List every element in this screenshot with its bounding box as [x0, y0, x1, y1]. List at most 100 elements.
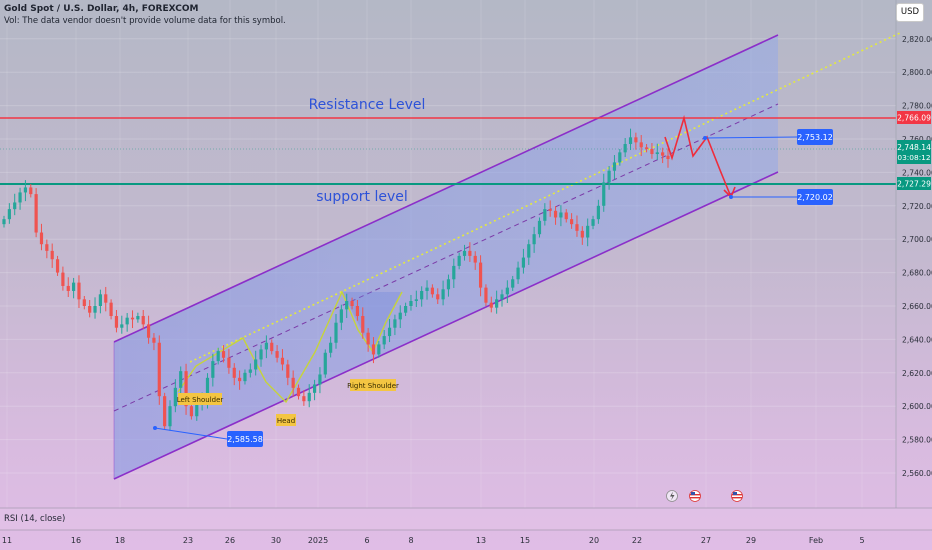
symbol-title: Gold Spot / U.S. Dollar, 4h, FOREXCOM — [4, 4, 199, 14]
x-tick-label: 15 — [520, 536, 530, 545]
candle-body — [644, 147, 649, 150]
candle-body — [238, 377, 242, 382]
candle-body — [55, 259, 60, 273]
candle-body — [312, 384, 317, 393]
resistance-price-text: 2,766.09 — [897, 114, 931, 123]
candle-body — [205, 377, 210, 402]
candle-body — [146, 324, 151, 338]
candle-body — [628, 137, 633, 145]
x-tick-label: 26 — [225, 536, 235, 545]
candle-body — [280, 357, 285, 365]
candle-body — [264, 342, 268, 350]
x-tick-label: 18 — [115, 536, 125, 545]
event-icon-us-flag[interactable] — [689, 490, 701, 502]
time-axis[interactable]: 11 16 18 23 26 30 2025 6 8 13 15 20 22 27 29 Feb 5 — [2, 536, 865, 545]
candle-body — [88, 306, 92, 313]
candle-body — [318, 374, 322, 385]
candle-body — [661, 152, 665, 156]
candle-body — [13, 202, 17, 210]
candle-body — [387, 327, 392, 337]
candle-body — [532, 234, 536, 245]
candle-body — [243, 372, 247, 382]
candle-body — [39, 232, 44, 245]
callout-badge-low — [227, 431, 263, 447]
candle-body — [221, 351, 226, 358]
price-axis[interactable]: 2,560.00 2,580.00 2,600.00 2,620.00 2,640.00… — [895, 0, 932, 508]
rising-channel-fill — [114, 35, 778, 479]
channel-upper-line — [113, 34, 779, 343]
candle-body — [618, 152, 622, 163]
candle-body — [596, 205, 600, 220]
callout-dot-target — [729, 195, 733, 199]
resistance-price-badge — [897, 111, 931, 124]
candle-body — [173, 387, 177, 407]
projection-path — [664, 114, 732, 198]
candle-body — [339, 309, 343, 323]
candle-body — [537, 220, 542, 235]
y-tick-label: 2,660.00 — [902, 302, 932, 311]
y-tick-label: 2,600.00 — [902, 402, 932, 411]
x-tick-label: 6 — [364, 536, 369, 545]
x-tick-label: 11 — [2, 536, 12, 545]
candle-body — [564, 212, 568, 220]
candle-body — [248, 369, 252, 373]
x-tick-label: 8 — [408, 536, 413, 545]
candle-body — [446, 279, 451, 290]
candle-body — [50, 250, 54, 260]
x-tick-label: 30 — [271, 536, 281, 545]
candle-body — [270, 342, 274, 352]
callout-badge-target — [797, 189, 833, 205]
currency-button[interactable]: USD — [896, 3, 924, 22]
candle-body — [296, 387, 301, 397]
candle-body — [93, 306, 97, 313]
candle-body — [125, 317, 129, 325]
candle-body — [473, 255, 477, 263]
y-tick-label: 2,740.00 — [902, 168, 932, 177]
x-tick-label: 22 — [632, 536, 642, 545]
rsi-pane[interactable] — [0, 508, 932, 530]
candle-body — [489, 302, 493, 308]
head-tag — [276, 414, 296, 426]
candle-body — [179, 371, 183, 388]
x-tick-label: 16 — [71, 536, 81, 545]
support-price-text: 2,727.29 — [897, 180, 931, 189]
candle-body — [2, 219, 6, 225]
callout-line-low — [154, 427, 228, 440]
channel-lower-line — [113, 171, 779, 480]
candle-body — [302, 396, 306, 402]
head-shoulders-outline — [177, 290, 403, 404]
candle-body — [227, 357, 231, 368]
current-price-text: 2,748.14 — [897, 143, 931, 152]
candle-body — [130, 317, 135, 320]
candle-body — [216, 351, 220, 362]
candle-body — [7, 209, 11, 220]
candle-body — [120, 324, 124, 328]
candle-body — [45, 244, 49, 251]
candle-body — [398, 312, 402, 320]
candle-body — [521, 257, 526, 268]
candle-body — [623, 144, 627, 153]
candle-countdown-text: 03:08:12 — [897, 153, 930, 162]
candle-body — [82, 299, 86, 306]
candle-body — [77, 282, 81, 300]
candle-body — [586, 225, 590, 238]
candle-body — [29, 187, 33, 195]
current-price-badge — [897, 140, 931, 164]
candle-body — [371, 344, 376, 355]
candle-body — [650, 149, 654, 155]
callout-line-mid — [704, 136, 798, 139]
candle-body — [361, 316, 365, 333]
x-tick-label: Feb — [809, 536, 823, 545]
candle-body — [114, 316, 119, 328]
candle-body — [345, 300, 349, 310]
callout-text-target: 2,720.02 — [797, 193, 833, 202]
candle-body — [382, 336, 386, 345]
resistance-label: Resistance Level — [309, 97, 426, 113]
event-icon-lightning[interactable] — [666, 490, 678, 502]
candle-body — [168, 406, 172, 427]
event-icon-us-flag-2[interactable] — [731, 490, 743, 502]
candle-body — [141, 316, 145, 325]
right-shoulder-label: Right Shoulder — [347, 382, 399, 390]
x-tick-label: 5 — [859, 536, 864, 545]
